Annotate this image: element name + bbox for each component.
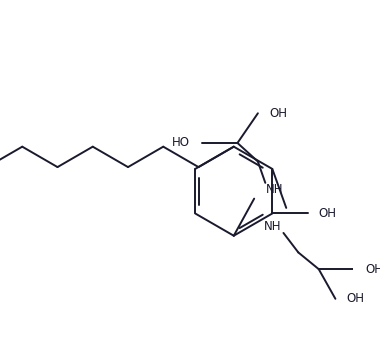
Text: NH: NH bbox=[266, 183, 283, 196]
Text: OH: OH bbox=[365, 262, 380, 275]
Text: OH: OH bbox=[319, 207, 337, 220]
Text: OH: OH bbox=[347, 292, 364, 305]
Text: HO: HO bbox=[172, 136, 190, 150]
Text: NH: NH bbox=[264, 220, 281, 233]
Text: OH: OH bbox=[269, 107, 287, 120]
